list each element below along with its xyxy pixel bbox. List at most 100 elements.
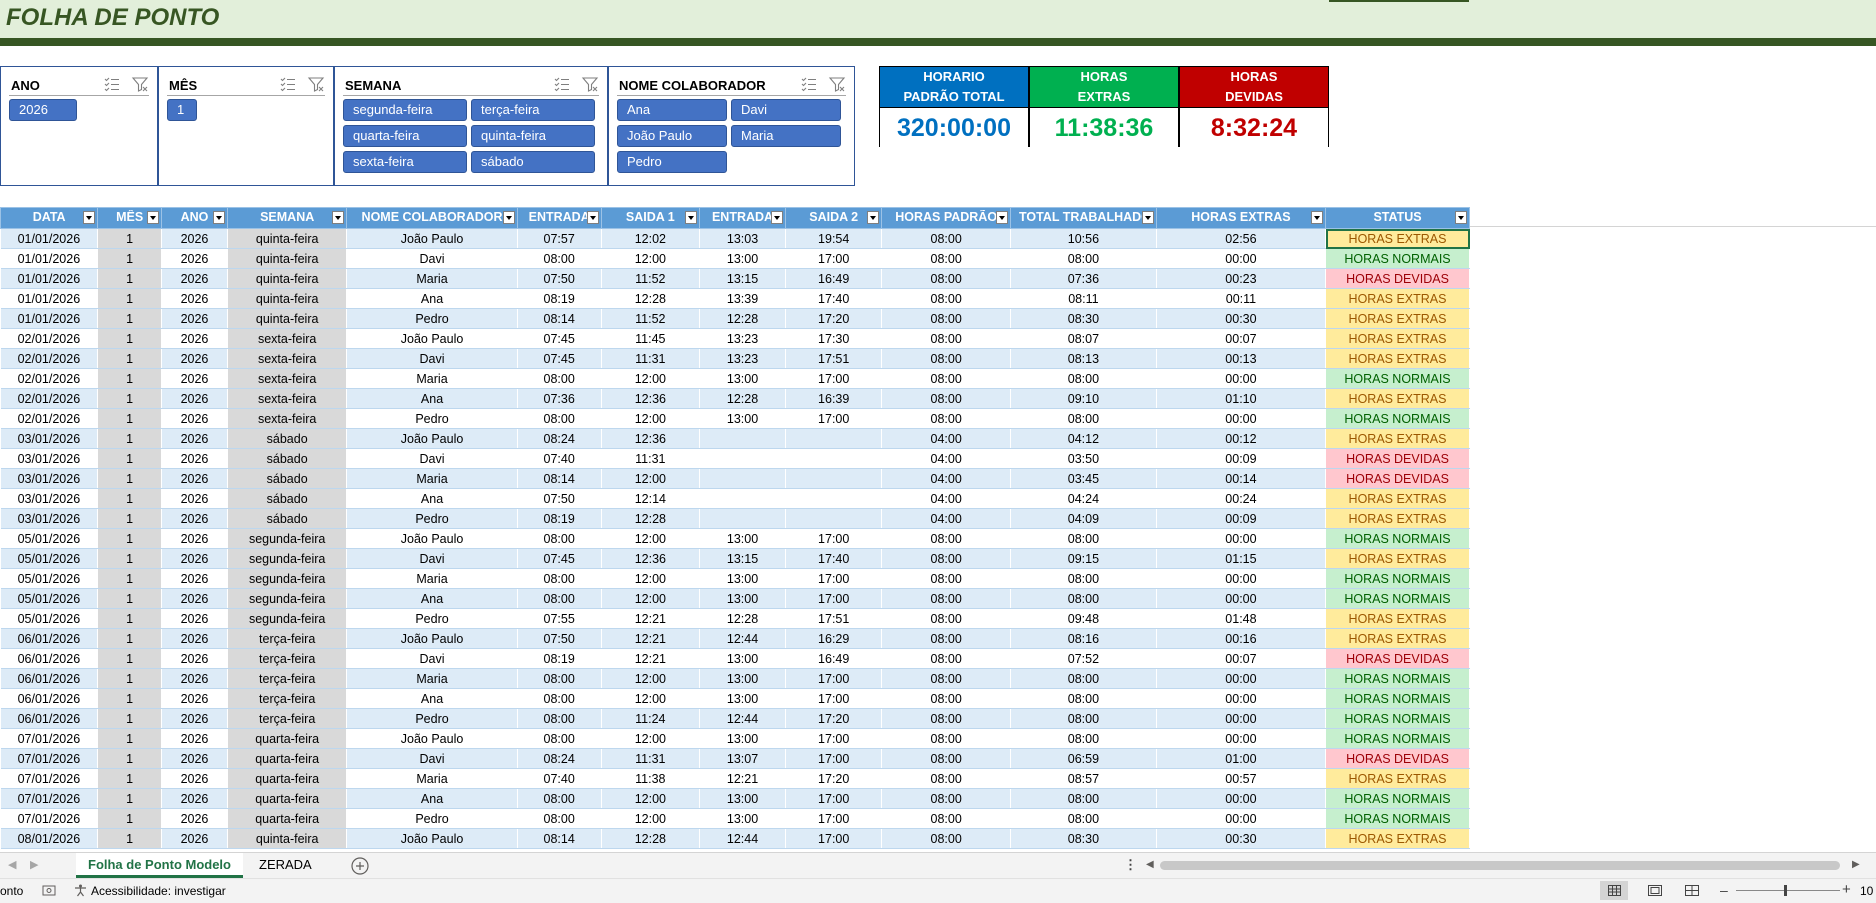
table-cell[interactable]: João Paulo xyxy=(346,828,518,849)
table-cell[interactable]: terça-feira xyxy=(227,628,347,649)
table-cell[interactable]: 07/01/2026 xyxy=(0,808,98,829)
table-cell[interactable]: quinta-feira xyxy=(227,248,347,269)
table-cell[interactable]: 00:13 xyxy=(1156,348,1326,369)
table-cell[interactable]: 08:00 xyxy=(881,768,1011,789)
table-cell[interactable]: 00:14 xyxy=(1156,468,1326,489)
table-cell[interactable]: 07/01/2026 xyxy=(0,728,98,749)
table-cell[interactable]: 08:00 xyxy=(1010,708,1157,729)
table-cell[interactable]: 2026 xyxy=(161,268,228,289)
table-cell[interactable]: quinta-feira xyxy=(227,828,347,849)
table-cell[interactable]: 08:00 xyxy=(1010,588,1157,609)
table-cell[interactable]: 1 xyxy=(97,308,162,329)
table-cell[interactable]: 13:00 xyxy=(699,728,786,749)
table-cell[interactable]: 08:00 xyxy=(881,528,1011,549)
table-cell[interactable]: 04:24 xyxy=(1010,488,1157,509)
table-cell[interactable]: 08:00 xyxy=(881,668,1011,689)
table-cell[interactable]: 2026 xyxy=(161,528,228,549)
table-cell[interactable]: 12:36 xyxy=(601,428,700,449)
table-cell[interactable] xyxy=(785,508,882,529)
table-cell[interactable]: 08:14 xyxy=(517,308,602,329)
table-cell[interactable]: 2026 xyxy=(161,588,228,609)
table-cell[interactable]: 2026 xyxy=(161,408,228,429)
table-cell[interactable]: 01:10 xyxy=(1156,388,1326,409)
table-cell[interactable]: 2026 xyxy=(161,708,228,729)
table-cell[interactable]: 00:57 xyxy=(1156,768,1326,789)
table-cell[interactable]: sexta-feira xyxy=(227,368,347,389)
table-cell[interactable]: 00:00 xyxy=(1156,528,1326,549)
table-cell[interactable]: Ana xyxy=(346,288,518,309)
table-cell[interactable]: 17:20 xyxy=(785,708,882,729)
table-cell[interactable]: 04:12 xyxy=(1010,428,1157,449)
table-cell[interactable]: 2026 xyxy=(161,668,228,689)
table-cell[interactable]: 06/01/2026 xyxy=(0,628,98,649)
table-cell[interactable]: 08:11 xyxy=(1010,288,1157,309)
table-cell[interactable]: 17:00 xyxy=(785,668,882,689)
table-cell[interactable]: 2026 xyxy=(161,548,228,569)
table-cell[interactable]: 07:55 xyxy=(517,608,602,629)
table-cell[interactable]: 04:00 xyxy=(881,448,1011,469)
table-cell[interactable]: 09:48 xyxy=(1010,608,1157,629)
table-cell[interactable]: Maria xyxy=(346,468,518,489)
table-cell[interactable]: 08:19 xyxy=(517,288,602,309)
table-cell[interactable]: 00:00 xyxy=(1156,688,1326,709)
table-cell[interactable]: 00:12 xyxy=(1156,428,1326,449)
table-cell[interactable]: 1 xyxy=(97,668,162,689)
table-cell[interactable]: 17:20 xyxy=(785,308,882,329)
table-cell[interactable]: 08:00 xyxy=(881,408,1011,429)
status-badge[interactable]: HORAS EXTRAS xyxy=(1325,428,1470,449)
multi-select-icon[interactable] xyxy=(553,75,571,93)
table-cell[interactable]: 08:00 xyxy=(881,548,1011,569)
table-cell[interactable]: 01:15 xyxy=(1156,548,1326,569)
filter-dropdown-button[interactable] xyxy=(1311,211,1324,224)
table-cell[interactable]: 08:00 xyxy=(1010,808,1157,829)
table-cell[interactable]: 12:00 xyxy=(601,668,700,689)
table-cell[interactable] xyxy=(699,428,786,449)
table-cell[interactable]: 13:00 xyxy=(699,588,786,609)
table-cell[interactable]: 12:00 xyxy=(601,728,700,749)
slicer-item[interactable]: Ana xyxy=(617,99,727,121)
table-cell[interactable]: 16:49 xyxy=(785,268,882,289)
tab-zerada[interactable]: ZERADA xyxy=(259,857,312,872)
table-cell[interactable]: 03/01/2026 xyxy=(0,508,98,529)
table-cell[interactable]: sexta-feira xyxy=(227,388,347,409)
clear-filter-icon[interactable] xyxy=(828,75,846,93)
table-cell[interactable]: 1 xyxy=(97,488,162,509)
accessibility-status[interactable]: Acessibilidade: investigar xyxy=(91,884,226,898)
table-cell[interactable]: 08:00 xyxy=(517,588,602,609)
table-cell[interactable]: quinta-feira xyxy=(227,268,347,289)
table-cell[interactable]: 08:00 xyxy=(881,828,1011,849)
table-cell[interactable]: 1 xyxy=(97,828,162,849)
table-cell[interactable]: 08:00 xyxy=(881,708,1011,729)
filter-dropdown-button[interactable] xyxy=(995,211,1008,224)
clear-filter-icon[interactable] xyxy=(131,75,149,93)
slicer-item[interactable]: Pedro xyxy=(617,151,727,173)
page-break-view-icon[interactable] xyxy=(1685,885,1699,896)
table-cell[interactable]: 08:19 xyxy=(517,648,602,669)
clear-filter-icon[interactable] xyxy=(581,75,599,93)
table-cell[interactable]: 12:00 xyxy=(601,568,700,589)
table-cell[interactable]: 12:28 xyxy=(699,388,786,409)
multi-select-icon[interactable] xyxy=(279,75,297,93)
table-cell[interactable]: 2026 xyxy=(161,748,228,769)
table-cell[interactable]: 12:00 xyxy=(601,688,700,709)
zoom-slider-thumb[interactable] xyxy=(1784,885,1787,896)
status-badge[interactable]: HORAS NORMAIS xyxy=(1325,728,1470,749)
table-cell[interactable]: Davi xyxy=(346,348,518,369)
table-cell[interactable]: 07:50 xyxy=(517,268,602,289)
table-cell[interactable] xyxy=(699,468,786,489)
status-badge[interactable]: HORAS DEVIDAS xyxy=(1325,468,1470,489)
clear-filter-icon[interactable] xyxy=(307,75,325,93)
table-cell[interactable]: 17:00 xyxy=(785,568,882,589)
table-cell[interactable]: 04:09 xyxy=(1010,508,1157,529)
table-cell[interactable]: 2026 xyxy=(161,328,228,349)
table-cell[interactable]: 1 xyxy=(97,608,162,629)
table-cell[interactable]: 00:11 xyxy=(1156,288,1326,309)
status-badge[interactable]: HORAS NORMAIS xyxy=(1325,688,1470,709)
accessibility-icon[interactable] xyxy=(74,884,87,897)
table-cell[interactable]: 08:00 xyxy=(517,788,602,809)
table-cell[interactable]: Pedro xyxy=(346,708,518,729)
table-cell[interactable]: 08:00 xyxy=(881,588,1011,609)
table-cell[interactable]: 13:00 xyxy=(699,528,786,549)
status-badge[interactable]: HORAS DEVIDAS xyxy=(1325,448,1470,469)
table-cell[interactable]: 12:21 xyxy=(601,648,700,669)
